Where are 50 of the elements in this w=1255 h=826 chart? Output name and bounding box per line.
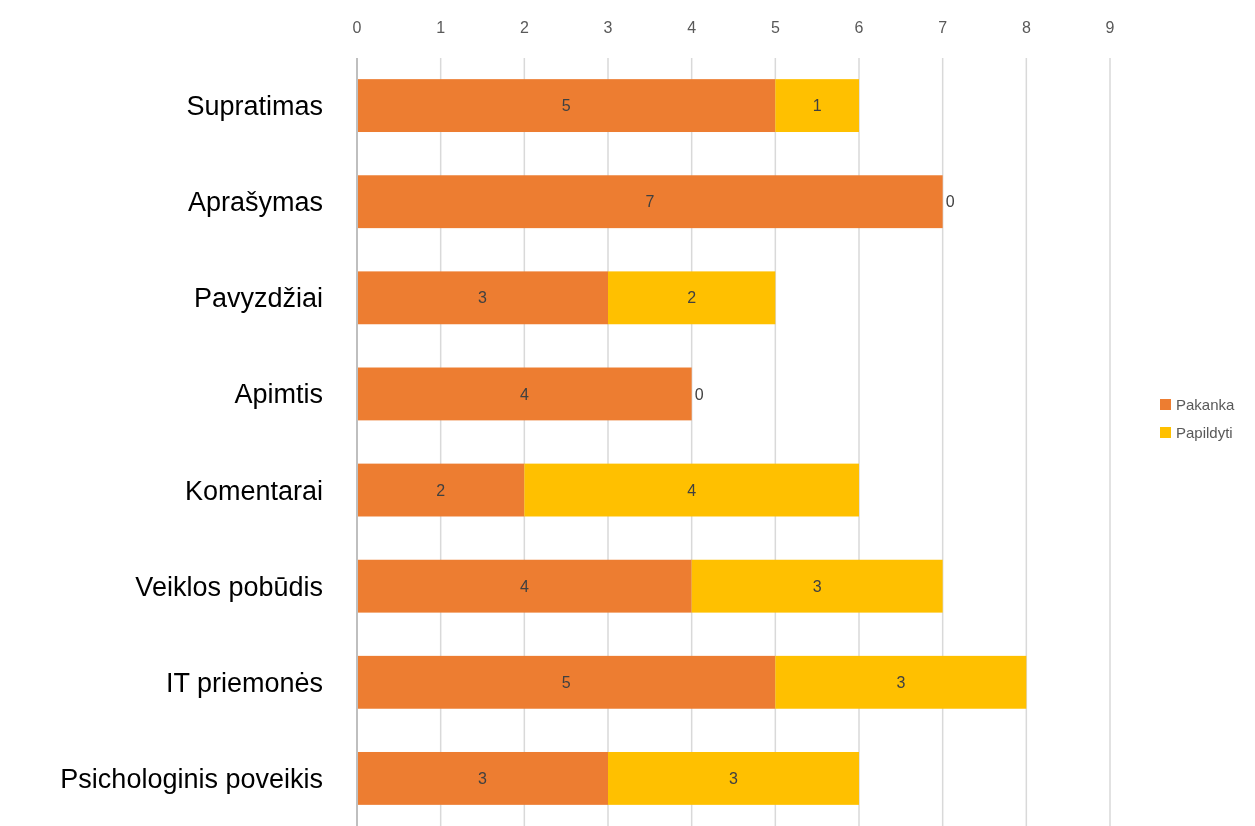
bar <box>691 559 943 613</box>
y-tick-label: Psichologinis poveikis <box>60 763 323 794</box>
legend-label: Pakanka <box>1176 396 1236 414</box>
data-label: 5 <box>561 673 571 691</box>
bar <box>524 463 859 517</box>
x-tick-label: 7 <box>938 19 948 36</box>
bar <box>357 463 525 517</box>
y-tick-label: Aprašymas <box>187 187 323 218</box>
data-label: 4 <box>519 577 529 595</box>
y-tick-label: Veiklos pobūdis <box>135 571 323 602</box>
data-label: 3 <box>812 577 822 595</box>
bar <box>608 751 859 805</box>
bar <box>357 655 776 709</box>
x-tick-label: 3 <box>603 19 613 36</box>
data-label: 0 <box>945 193 955 211</box>
y-tick-label: IT priemonės <box>165 667 323 698</box>
legend-label: Papildyti <box>1176 424 1233 442</box>
bar <box>357 367 692 421</box>
y-tick-label: Supratimas <box>186 91 323 122</box>
bar <box>357 751 608 805</box>
y-tick-label: Apimtis <box>234 379 323 410</box>
data-label: 5 <box>561 97 571 115</box>
data-label: 4 <box>687 481 697 499</box>
x-tick-label: 0 <box>352 19 362 36</box>
bar <box>357 271 608 325</box>
bar <box>357 175 943 229</box>
data-label: 2 <box>436 481 446 499</box>
data-label: 3 <box>896 673 906 691</box>
data-label: 0 <box>694 385 704 403</box>
data-label: 2 <box>687 289 697 307</box>
x-tick-label: 8 <box>1021 19 1031 36</box>
x-tick-label: 4 <box>687 19 697 36</box>
data-label: 3 <box>729 770 739 788</box>
data-label: 7 <box>645 193 655 211</box>
data-label: 3 <box>478 289 488 307</box>
x-tick-label: 5 <box>770 19 780 36</box>
data-label: 4 <box>519 385 529 403</box>
bar <box>357 79 776 133</box>
x-tick-label: 2 <box>519 19 529 36</box>
bar <box>775 655 1027 709</box>
y-tick-label: Pavyzdžiai <box>193 283 323 314</box>
x-tick-label: 1 <box>436 19 446 36</box>
x-tick-label: 9 <box>1105 19 1115 36</box>
data-label: 3 <box>478 770 488 788</box>
data-label: 1 <box>812 97 822 115</box>
x-tick-label: 6 <box>854 19 864 36</box>
bar <box>357 559 692 613</box>
bar <box>775 79 859 133</box>
y-tick-label: Komentarai <box>184 475 323 506</box>
bar <box>608 271 776 325</box>
